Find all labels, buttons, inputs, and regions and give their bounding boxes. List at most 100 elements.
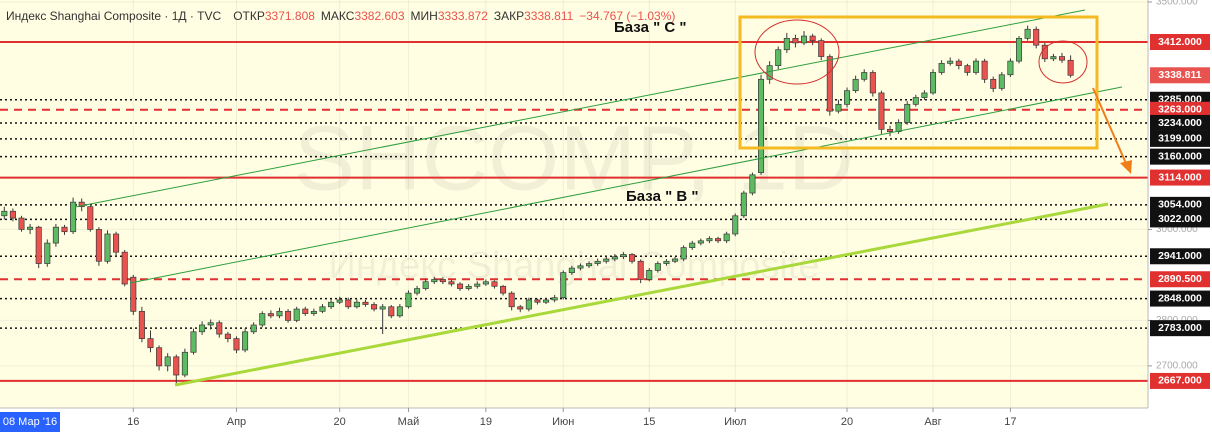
ohlc-value: 3333.872 [438,9,488,23]
candle-body [998,74,1005,89]
x-tick-label: Июн [552,416,574,428]
candle-body [87,206,94,230]
candle-body [448,281,455,285]
cursor-date: 08 Мар '16 [3,416,57,428]
x-tick-label: Авг [924,416,941,428]
level-label: 2667.000 [1158,375,1202,387]
candle-body [525,299,532,310]
candle-body [345,299,352,308]
level-label-box [1150,130,1210,147]
candle-body [732,215,739,235]
watermark-group: SHCOMP, 1D Индекс Shanghai Composite [294,107,855,287]
level-label-box [1150,211,1210,228]
candle-body [611,256,618,260]
candle-body [95,229,102,262]
candle-body [414,288,421,294]
candle-body [328,301,335,308]
candle-body [577,265,584,269]
candle-body [1033,28,1040,46]
candle-body [104,233,111,262]
candle-body [835,103,842,112]
candle-body [801,35,808,44]
candle-body [749,174,756,194]
level-label: 2783.000 [1158,322,1202,334]
candle-body [955,60,962,66]
candle-body [629,254,636,262]
candle-body [371,304,378,310]
candle-body [181,351,188,376]
support-trendline [174,202,1109,387]
level-label-box [1150,248,1210,265]
candle-body [173,356,180,376]
candle-body [207,322,214,326]
candle-body [474,283,481,287]
annotation: База " В " [626,188,698,205]
candle-body [422,281,429,289]
level-label-box [1150,101,1210,118]
candle-body [242,331,249,351]
x-tick-label: 20 [841,416,853,428]
candle-body [52,226,59,244]
candle-body [689,242,696,248]
candle-body [224,333,231,339]
candle-body [130,276,137,312]
candle-body [500,285,507,294]
level-label: 2941.000 [1158,250,1202,262]
candle-body [672,258,679,262]
candle-body [465,285,472,289]
candle-body [887,128,894,132]
candle-body [44,242,51,264]
candle-body [353,301,360,308]
cursor-date-box [0,412,60,432]
candle-body [293,308,300,321]
candle-body [396,306,403,317]
level-label-box [1150,290,1210,307]
candle-body [603,258,610,262]
candle-body [551,297,558,301]
candle-body [491,281,498,287]
y-tick-label: 3000.000 [1156,224,1198,235]
level-label: 2890.500 [1158,273,1202,285]
candle-body [646,270,653,280]
candle-body [972,60,980,73]
header: Индекс Shanghai Composite · 1Д · TVC ОТК… [6,9,675,23]
candle-body [336,299,343,303]
level-label-box [1150,271,1210,288]
candle-body [439,279,446,283]
ohlc-value: 3338.811 [524,9,573,23]
x-tick-label: 15 [643,416,655,428]
candle-body [250,324,257,333]
candle-body [1007,60,1014,76]
symbol-title: Индекс Shanghai Composite · 1Д · TVC [6,9,222,23]
candle-body [78,201,85,208]
level-label-box [1150,169,1210,186]
candle-body [706,238,713,242]
level-label: 2848.000 [1158,292,1202,304]
ohlc-label: ОТКР [233,9,265,23]
candle-body [35,226,42,264]
arrow-shaft [1092,87,1129,169]
level-label: 3263.000 [1158,104,1202,116]
candle-body [121,251,128,285]
highlight-ellipse [754,19,840,85]
candle-body [285,310,292,321]
candle-body [947,60,954,64]
candle-body [1067,59,1074,76]
level-label: 3022.000 [1158,213,1202,225]
candle-body [147,338,154,349]
candle-body [362,301,369,305]
arrow-head [1120,160,1132,174]
level-label-box [1150,320,1210,337]
level-label: 3054.000 [1158,199,1202,211]
channel-lower [129,86,1123,284]
candle-body [912,97,919,105]
last-price-box [1150,67,1210,84]
y-tick-label: 2700.000 [1156,361,1198,372]
candle-body [302,308,309,314]
candle-body [758,78,765,173]
y-tick-label: 3500.000 [1156,0,1198,8]
candle-body [310,310,317,314]
candle-body [18,217,25,230]
level-label: 3412.000 [1158,36,1202,48]
